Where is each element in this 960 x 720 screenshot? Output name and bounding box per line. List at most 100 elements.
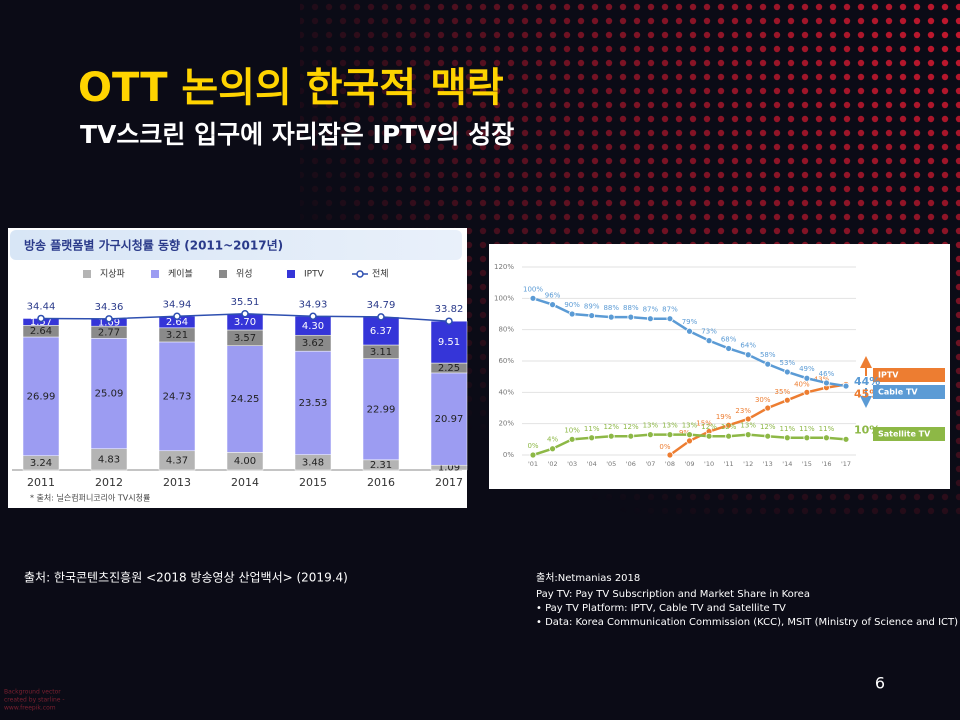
data-label: 12%: [760, 423, 776, 431]
data-label: 9%: [679, 429, 690, 437]
data-label: 33.82: [435, 304, 464, 315]
legend-box: [873, 368, 945, 382]
data-label: 4.00: [234, 456, 256, 467]
x-tick-label: '03: [567, 460, 577, 468]
source: • Pay TV Platform: IPTV, Cable TV and Sa…: [536, 603, 786, 614]
legend-label: IPTV: [878, 371, 899, 380]
data-label: 24.73: [163, 391, 192, 402]
data-label: 1.09: [438, 463, 460, 474]
data-label: 4.37: [166, 455, 188, 466]
data-label: 3.48: [302, 457, 324, 468]
data-label: 34.79: [367, 300, 396, 311]
data-label: 35%: [775, 388, 791, 396]
point: [823, 379, 830, 387]
data-label: 90%: [564, 301, 580, 309]
point: [588, 434, 596, 442]
data-label: 11%: [584, 425, 600, 433]
data-label: 0%: [527, 442, 538, 450]
data-label: 13%: [662, 422, 678, 430]
point: [686, 327, 693, 335]
chart-panel: [489, 244, 950, 489]
total-point: [445, 317, 453, 325]
source: 출처:Netmanias 2018: [536, 572, 640, 584]
credit: created by starline -: [4, 697, 65, 704]
point: [744, 415, 752, 423]
data-label: 6.37: [370, 326, 392, 337]
data-label: 34.36: [95, 302, 124, 313]
point: [842, 435, 850, 443]
legend-swatch: [219, 270, 227, 278]
data-label: 2.25: [438, 363, 460, 374]
legend-swatch: [287, 270, 295, 278]
point: [764, 432, 772, 440]
data-label: 87%: [643, 306, 659, 314]
point: [666, 451, 674, 459]
data-label: 10%: [564, 426, 580, 434]
x-tick-label: 2013: [163, 476, 191, 489]
x-tick-label: 2017: [435, 476, 463, 489]
source: Pay TV: Pay TV Subscription and Market S…: [536, 589, 810, 600]
x-tick-label: '04: [587, 460, 597, 468]
point: [803, 434, 811, 442]
data-label: 4.83: [98, 454, 120, 465]
point: [646, 315, 654, 323]
data-label: 15%: [696, 420, 712, 428]
point: [803, 388, 811, 396]
bar-segment: [226, 345, 264, 453]
point: [783, 434, 791, 442]
data-label: 44%: [854, 375, 880, 388]
total-point: [309, 312, 317, 321]
point: [686, 437, 693, 445]
x-tick-label: 2011: [27, 476, 55, 489]
x-tick-label: '06: [626, 460, 636, 468]
point: [842, 382, 850, 390]
y-tick-label: 20%: [498, 420, 514, 428]
data-label: 88%: [623, 304, 639, 312]
point: [823, 434, 830, 442]
data-label: 87%: [662, 306, 678, 314]
x-tick-label: '17: [841, 460, 851, 468]
data-label: 73%: [701, 328, 717, 336]
data-label: 43%: [814, 376, 830, 384]
point: [646, 431, 654, 439]
point: [725, 421, 733, 429]
bar-segment: [430, 372, 468, 466]
total-point: [37, 314, 45, 323]
data-label: 3.57: [234, 333, 256, 344]
data-label: 96%: [545, 292, 561, 300]
legend-marker: [356, 270, 364, 278]
data-label: 2.64: [166, 317, 188, 328]
data-label: 24.25: [231, 394, 260, 405]
data-label: 23%: [735, 407, 751, 415]
x-tick-label: '09: [684, 460, 694, 468]
point: [783, 368, 791, 376]
point: [744, 431, 752, 439]
data-label: 100%: [523, 285, 543, 293]
data-label: 46%: [819, 370, 835, 378]
x-tick-label: '16: [821, 460, 831, 468]
x-tick-label: '13: [763, 460, 773, 468]
source: 출처: 한국콘텐츠진흥원 <2018 방송영상 산업백서> (2019.4): [24, 571, 348, 585]
data-label: 3.21: [166, 330, 188, 341]
data-label: 0%: [659, 443, 670, 451]
page-number: 6: [875, 674, 885, 693]
data-label: 68%: [721, 335, 737, 343]
data-label: 13%: [682, 422, 698, 430]
data-label: 49%: [799, 365, 815, 373]
point: [607, 313, 615, 321]
data-label: 88%: [603, 304, 619, 312]
data-label: 11%: [819, 425, 835, 433]
x-tick-label: '02: [548, 460, 558, 468]
data-label: 12%: [721, 423, 737, 431]
data-label: 12%: [603, 423, 619, 431]
data-label: 2.31: [370, 460, 392, 471]
point: [549, 445, 556, 453]
data-label: 2.77: [98, 327, 120, 338]
legend-label: IPTV: [304, 270, 325, 280]
y-tick-label: 60%: [498, 357, 514, 365]
legend-label: 위성: [236, 269, 253, 280]
total-point: [173, 312, 181, 321]
data-label: 3.70: [234, 317, 256, 328]
x-tick-label: '14: [782, 460, 792, 468]
